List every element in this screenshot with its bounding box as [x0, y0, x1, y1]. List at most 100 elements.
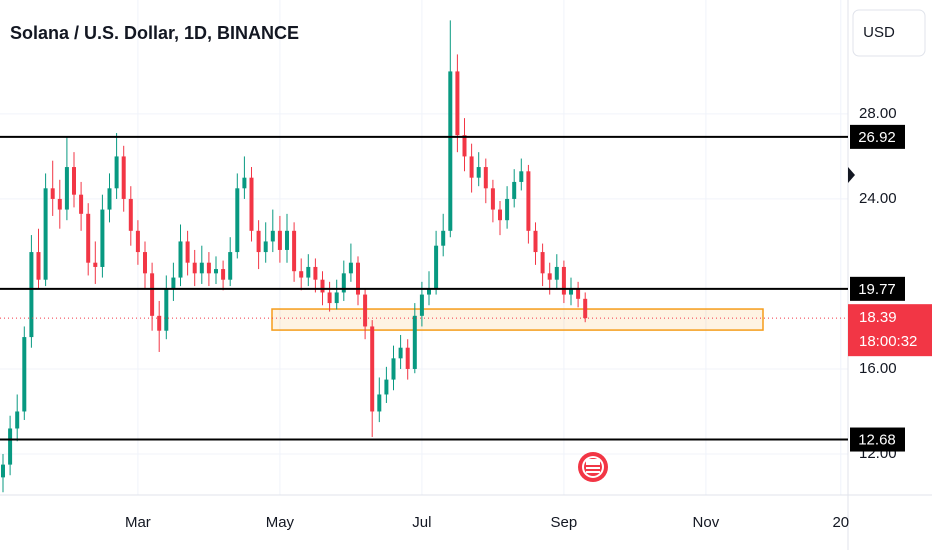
candle-body: [441, 230, 446, 246]
candle-body: [384, 379, 389, 395]
candle-body: [576, 288, 581, 299]
candle-body: [554, 266, 559, 280]
candle-body: [228, 252, 233, 280]
candle-body: [320, 279, 325, 293]
candle-body: [171, 277, 176, 289]
candle-body: [121, 156, 126, 199]
candle-body: [569, 288, 573, 295]
plot-area: [1, 20, 764, 493]
candle-body: [143, 252, 147, 274]
candle-body: [178, 241, 183, 278]
candle-body: [412, 315, 417, 369]
candle-body: [476, 167, 481, 178]
candle-body: [519, 171, 524, 182]
candle-body: [483, 167, 488, 189]
candle-body: [36, 252, 41, 280]
candle-body: [391, 358, 396, 380]
candle-body: [93, 262, 98, 267]
currency-label[interactable]: USD: [863, 24, 895, 41]
candle-body: [292, 230, 297, 272]
candle-body: [526, 171, 531, 231]
candle-body: [79, 194, 84, 214]
y-tick-label: 16.00: [859, 360, 897, 377]
candle-body: [8, 428, 13, 465]
event-icon[interactable]: [578, 452, 608, 482]
candle-body: [249, 177, 254, 231]
candle-body: [455, 71, 460, 136]
level-label-box: [850, 427, 905, 452]
level-label: 12.68: [858, 431, 896, 448]
x-tick-label: Sep: [551, 514, 578, 531]
candle-body: [107, 188, 112, 210]
candle-body: [419, 294, 424, 316]
candle-body: [50, 188, 55, 199]
last-price-label: 18.39: [859, 309, 897, 326]
level-label: 19.77: [858, 281, 896, 298]
candle-body: [100, 209, 105, 267]
candle-body: [29, 252, 34, 338]
x-tick-label: 20: [832, 514, 849, 531]
candle-body: [64, 167, 69, 210]
x-tick-label: May: [266, 514, 295, 531]
y-tick-label: 24.00: [859, 190, 897, 207]
zone: [271, 308, 764, 331]
candle-body: [405, 347, 410, 369]
level-label: 26.92: [858, 129, 896, 146]
countdown-label: 18:00:32: [859, 333, 917, 350]
candle-body: [270, 230, 275, 242]
x-tick-label: Nov: [693, 514, 720, 531]
candle-body: [448, 71, 453, 231]
candle-body: [164, 288, 169, 331]
candle-body: [533, 230, 538, 253]
candle-body: [1, 464, 5, 478]
candle-body: [356, 262, 360, 295]
candle-body: [398, 347, 403, 359]
candle-body: [370, 326, 375, 412]
candle-body: [341, 273, 346, 293]
candle-body: [561, 266, 566, 295]
last-price-box: [848, 304, 932, 357]
candle-body: [277, 230, 282, 250]
candle-body: [242, 177, 247, 189]
candle-body: [57, 198, 62, 210]
x-tick-label: Mar: [125, 514, 151, 531]
candle-body: [462, 135, 467, 157]
candle-body: [22, 337, 27, 412]
candle-body: [43, 188, 48, 280]
candle-body: [334, 292, 339, 304]
scroll-arrow[interactable]: [848, 167, 855, 183]
candle-body: [235, 188, 240, 253]
candle-body: [306, 266, 311, 278]
candle-body: [427, 288, 431, 295]
candle-body: [540, 252, 545, 274]
candle-body: [199, 262, 204, 274]
candle-body: [206, 262, 211, 274]
candle-body: [185, 241, 190, 263]
candle-body: [348, 262, 353, 274]
candle-body: [221, 269, 226, 280]
candle-body: [299, 271, 304, 278]
candle-body: [214, 269, 218, 274]
level-label-box: [850, 124, 905, 149]
y-tick-label: 28.00: [859, 105, 897, 122]
candle-body: [498, 209, 502, 221]
candle-body: [15, 411, 20, 429]
candle-body: [263, 241, 268, 253]
candle-body: [150, 273, 155, 316]
candle-body: [128, 198, 133, 231]
candle-body: [86, 213, 91, 263]
currency-button[interactable]: [852, 9, 926, 57]
candle-body: [469, 156, 474, 178]
candle-body: [192, 262, 197, 274]
candle-body: [135, 230, 140, 253]
candle-body: [285, 230, 289, 250]
candle-body: [505, 198, 510, 221]
candle-body: [547, 273, 552, 280]
candle-body: [490, 188, 495, 210]
x-tick-label: Jul: [412, 514, 431, 531]
candle-body: [114, 156, 119, 189]
candle-body: [583, 298, 588, 319]
candle-body: [256, 230, 261, 253]
